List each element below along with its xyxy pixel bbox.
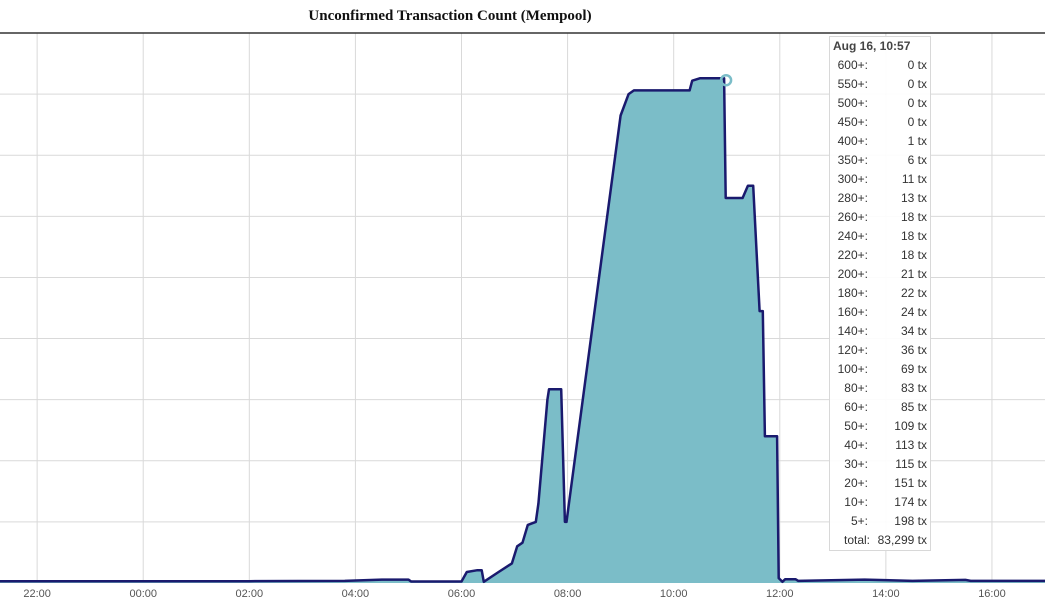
- tooltip-row-label: 260+:: [837, 210, 868, 224]
- tooltip-row: 200+: 21 tx: [830, 265, 930, 284]
- tooltip-row-label: 400+:: [837, 134, 868, 148]
- tooltip-row-label: 5+:: [850, 514, 868, 528]
- tooltip-row-label: 200+:: [837, 267, 868, 281]
- tooltip-row-label: 350+:: [837, 153, 868, 167]
- tooltip-row-label: 60+:: [844, 400, 868, 414]
- tooltip-row-value: 174 tx: [894, 495, 927, 509]
- tooltip-row-label: 600+:: [837, 58, 868, 72]
- x-tick-label: 14:00: [872, 588, 900, 600]
- tooltip-total-value: 83,299 tx: [877, 533, 927, 547]
- hover-point: [719, 73, 733, 87]
- tooltip-row: 10+: 174 tx: [830, 493, 930, 512]
- tooltip-row-label: 240+:: [837, 229, 868, 243]
- tooltip-row-value: 24 tx: [900, 305, 927, 319]
- tooltip-row-value: 113 tx: [895, 438, 927, 452]
- tooltip-row-value: 21 tx: [900, 267, 927, 281]
- tooltip-row-value: 18 tx: [900, 229, 927, 243]
- hover-marker: [719, 73, 733, 87]
- tooltip-row-value: 151 tx: [894, 476, 927, 490]
- tooltip-row: 350+: 6 tx: [830, 151, 930, 170]
- tooltip-row: 60+: 85 tx: [830, 398, 930, 417]
- tooltip-row: 220+: 18 tx: [830, 246, 930, 265]
- tooltip-row-label: 30+:: [844, 457, 868, 471]
- x-tick-label: 12:00: [766, 588, 794, 600]
- tooltip-row-value: 0 tx: [907, 58, 927, 72]
- tooltip-row: 300+: 11 tx: [830, 170, 930, 189]
- tooltip-row-label: 220+:: [837, 248, 868, 262]
- tooltip-row-label: 140+:: [837, 324, 868, 338]
- x-tick-label: 16:00: [978, 588, 1006, 600]
- tooltip-row: 140+: 34 tx: [830, 322, 930, 341]
- tooltip-row-label: 120+:: [837, 343, 868, 357]
- x-tick-label: 02:00: [236, 588, 264, 600]
- x-tick-label: 00:00: [129, 588, 157, 600]
- tooltip-row: 160+: 24 tx: [830, 303, 930, 322]
- tooltip-row: 260+: 18 tx: [830, 208, 930, 227]
- chart-title: Unconfirmed Transaction Count (Mempool): [308, 8, 592, 24]
- tooltip-row-label: 40+:: [844, 438, 868, 452]
- tooltip-row: 120+: 36 tx: [830, 341, 930, 360]
- tooltip-row: 400+: 1 tx: [830, 132, 930, 151]
- tooltip-row-value: 0 tx: [907, 96, 927, 110]
- tooltip-row-label: 80+:: [844, 381, 868, 395]
- tooltip-row: 80+: 83 tx: [830, 379, 930, 398]
- tooltip-row-label: 180+:: [837, 286, 868, 300]
- tooltip-row-label: 100+:: [837, 362, 868, 376]
- tooltip-row: 100+: 69 tx: [830, 360, 930, 379]
- tooltip-row: 180+: 22 tx: [830, 284, 930, 303]
- tooltip-row-value: 36 tx: [900, 343, 927, 357]
- x-axis-ticks: 22:00 00:00 02:00 04:00 06:00 08:00 10:00 12:00…: [23, 588, 1005, 600]
- tooltip-row: 30+: 115 tx: [830, 455, 930, 474]
- tooltip-row: 280+: 13 tx: [830, 189, 930, 208]
- tooltip-row-value: 0 tx: [907, 77, 927, 91]
- tooltip-row-value: 22 tx: [900, 286, 927, 300]
- tooltip-row-label: 10+:: [844, 495, 868, 509]
- tooltip-row-value: 18 tx: [900, 248, 927, 262]
- tooltip-row-value: 69 tx: [900, 362, 927, 376]
- x-tick-label: 22:00: [23, 588, 51, 600]
- tooltip-row-label: 20+:: [844, 476, 868, 490]
- tooltip-row: 600+: 0 tx: [830, 56, 930, 75]
- tooltip-row-label: 280+:: [837, 191, 868, 205]
- tooltip-row-label: 500+:: [837, 96, 868, 110]
- tooltip-row-value: 0 tx: [907, 115, 927, 129]
- x-tick-label: 08:00: [554, 588, 582, 600]
- tooltip-row: 40+: 113 tx: [830, 436, 930, 455]
- tooltip-row-value: 85 tx: [900, 400, 927, 414]
- tooltip-row: 20+: 151 tx: [830, 474, 930, 493]
- x-tick-label: 04:00: [342, 588, 370, 600]
- tooltip-row-value: 13 tx: [900, 191, 927, 205]
- tooltip-row: 50+: 109 tx: [830, 417, 930, 436]
- tooltip-row-value: 109 tx: [894, 419, 927, 433]
- tooltip-row-value: 18 tx: [900, 210, 927, 224]
- tooltip-total-row: total: 83,299 tx: [830, 531, 930, 550]
- series-area: [0, 76, 1045, 584]
- tooltip-row: 500+: 0 tx: [830, 94, 930, 113]
- series-line: [0, 76, 1045, 584]
- tooltip-row-label: 160+:: [837, 305, 868, 319]
- tooltip-row-label: 300+:: [837, 172, 868, 186]
- tooltip-row-value: 115 tx: [895, 457, 927, 471]
- tooltip-row-value: 6 tx: [907, 153, 927, 167]
- tooltip-row-value: 198 tx: [894, 514, 927, 528]
- tooltip-row-label: 50+:: [844, 419, 868, 433]
- tooltip-total-label: total:: [843, 533, 870, 547]
- tooltip-row-label: 550+:: [837, 77, 868, 91]
- tooltip-row: 550+: 0 tx: [830, 75, 930, 94]
- tooltip-row-value: 1 tx: [907, 134, 927, 148]
- x-tick-label: 10:00: [660, 588, 688, 600]
- tooltip-title: Aug 16, 10:57: [833, 39, 911, 53]
- tooltip-row-value: 34 tx: [900, 324, 927, 338]
- tooltip: Aug 16, 10:57 600+: 0 tx 550+: 0 tx 500+: 0 t…: [829, 36, 931, 551]
- tooltip-row: 240+: 18 tx: [830, 227, 930, 246]
- tooltip-row: 5+: 198 tx: [830, 512, 930, 531]
- tooltip-row-label: 450+:: [837, 115, 868, 129]
- tooltip-rows: 600+: 0 tx 550+: 0 tx 500+: 0 tx 450+: 0 tx 400+…: [830, 56, 930, 531]
- tooltip-row-value: 11 tx: [901, 172, 927, 186]
- tooltip-row-value: 83 tx: [900, 381, 927, 395]
- x-tick-label: 06:00: [448, 588, 476, 600]
- tooltip-row: 450+: 0 tx: [830, 113, 930, 132]
